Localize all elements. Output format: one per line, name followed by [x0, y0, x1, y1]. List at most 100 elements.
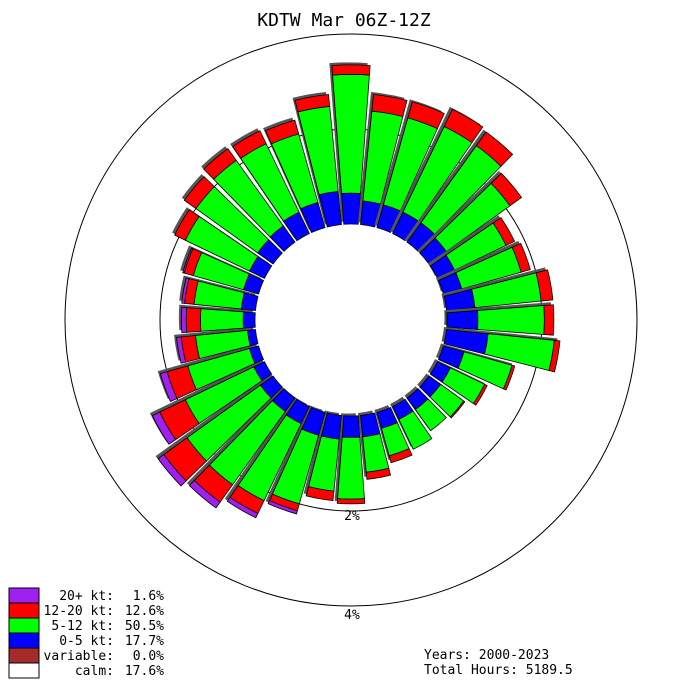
direction-bar — [149, 359, 273, 445]
direction-bar — [181, 174, 283, 265]
direction-bar — [174, 327, 259, 364]
legend-percent: 12.6% — [125, 604, 164, 619]
direction-bar — [186, 386, 296, 509]
bar-segment-12-20-kt — [511, 242, 531, 273]
direction-bar — [374, 99, 445, 234]
legend-swatch — [8, 647, 40, 664]
bar-segment-12-20-kt — [472, 383, 488, 406]
direction-bar — [157, 343, 265, 403]
direction-bar — [435, 240, 531, 295]
bar-segment-20-kt — [176, 336, 187, 364]
legend-percent: 17.6% — [125, 664, 164, 679]
bar-segment-20-kt — [180, 306, 188, 334]
bar-segment-12-20-kt — [535, 269, 554, 302]
range-ring — [64, 33, 638, 607]
total-hours-text: Total Hours: 5189.5 — [424, 663, 573, 678]
bar-segment-12-20-kt — [407, 101, 445, 130]
bar-segment-12-20-kt — [203, 148, 237, 180]
bar-segment-12-20-kt — [183, 176, 215, 210]
bar-segment-5-12-kt — [477, 305, 545, 335]
legend-percent: 0.0% — [133, 649, 164, 664]
bar-segment-12-20-kt — [388, 448, 413, 464]
bar-segment-12-20-kt — [371, 94, 408, 117]
bar-segment-12-20-kt — [548, 339, 561, 373]
legend-swatch — [8, 617, 40, 634]
direction-bar — [417, 373, 466, 419]
bar-segment-12-20-kt — [305, 486, 335, 502]
direction-bar — [427, 359, 488, 406]
legend: 20+ kt: 1.6% 12-20 kt: 12.6% 5-12 kt: 50.5% 0-… — [8, 587, 164, 679]
direction-bar — [180, 245, 265, 295]
direction-bar — [417, 170, 523, 265]
direction-bar — [263, 117, 326, 234]
bar-segment-5-12-kt — [199, 308, 244, 332]
direction-bar — [230, 128, 310, 242]
direction-bar — [201, 146, 296, 252]
direction-bar — [178, 304, 256, 334]
direction-bar — [155, 373, 283, 487]
bar-segment-12-20-kt — [443, 108, 484, 144]
years-text: Years: 2000-2023 — [424, 648, 550, 663]
legend-percent: 50.5% — [125, 619, 164, 634]
bar-segment-20-kt — [182, 247, 194, 274]
bar-segment-12-20-kt — [492, 217, 516, 246]
direction-bar — [303, 410, 342, 502]
chart-title: KDTW Mar 06Z-12Z — [257, 10, 431, 31]
bar-segment-5-12-kt — [337, 436, 365, 500]
legend-label: 5-12 kt: — [51, 619, 114, 634]
bar-segment-12-20-kt — [232, 130, 267, 159]
direction-bar — [444, 302, 555, 336]
legend-swatch — [8, 662, 40, 679]
bar-segment-20-kt — [157, 453, 187, 487]
bar-segment-0-5-kt — [341, 192, 361, 225]
bar-segment-0-5-kt — [446, 310, 479, 330]
ring-label: 4% — [344, 608, 360, 623]
bar-segment-12-20-kt — [543, 304, 555, 336]
direction-bar — [374, 404, 413, 464]
legend-label: calm: — [75, 664, 114, 679]
direction-bar — [390, 396, 433, 450]
bar-segment-12-20-kt — [265, 119, 300, 145]
bar-segment-12-20-kt — [336, 498, 366, 505]
direction-bar — [265, 404, 326, 515]
legend-swatch — [8, 587, 40, 604]
legend-swatch — [8, 602, 40, 619]
bar-segment-12-20-kt — [185, 307, 202, 333]
bar-segment-12-20-kt — [365, 467, 392, 480]
bar-segment-12-20-kt — [449, 400, 466, 419]
direction-bar — [172, 207, 273, 279]
legend-percent: 17.7% — [125, 634, 164, 649]
direction-bar — [334, 413, 366, 505]
bar-segment-12-20-kt — [174, 209, 200, 241]
direction-bar — [441, 327, 561, 373]
legend-percent: 1.6% — [133, 589, 164, 604]
bar-segment-20-kt — [267, 500, 298, 515]
bar-segment-20-kt — [226, 496, 259, 519]
direction-bar — [404, 386, 447, 432]
direction-bar — [427, 215, 516, 279]
legend-swatch — [8, 632, 40, 649]
legend-label: 12-20 kt: — [44, 604, 114, 619]
direction-bars — [149, 62, 561, 519]
legend-label: 0-5 kt: — [59, 634, 114, 649]
bar-segment-12-20-kt — [331, 64, 371, 76]
direction-bar — [329, 62, 371, 225]
direction-bar — [292, 92, 342, 228]
bar-segment-0-5-kt — [341, 415, 361, 438]
bar-segment-20-kt — [151, 411, 177, 445]
bar-segment-12-20-kt — [490, 172, 523, 207]
bar-segment-12-20-kt — [294, 94, 331, 113]
legend-label: variable: — [44, 649, 114, 664]
direction-bar — [441, 267, 554, 311]
direction-bar — [224, 396, 310, 519]
bar-segment-5-12-kt — [414, 398, 447, 432]
direction-bar — [358, 92, 408, 228]
bar-segment-12-20-kt — [475, 131, 514, 167]
direction-bar — [390, 106, 484, 242]
ring-label: 2% — [344, 509, 360, 524]
direction-bar — [179, 275, 259, 311]
legend-label: 20+ kt: — [59, 589, 114, 604]
bar-segment-0-5-kt — [242, 311, 256, 329]
bar-segment-20-kt — [188, 479, 221, 509]
